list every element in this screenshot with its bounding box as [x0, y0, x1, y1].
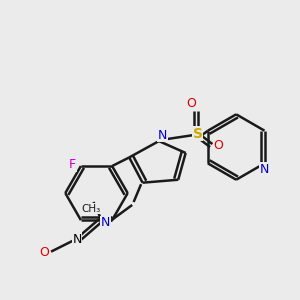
- Text: N: N: [158, 129, 167, 142]
- Text: N: N: [73, 233, 82, 246]
- Text: N: N: [260, 163, 269, 176]
- Text: F: F: [69, 158, 76, 171]
- Text: O: O: [187, 98, 196, 110]
- Text: O: O: [40, 246, 50, 259]
- Text: CH₃: CH₃: [81, 204, 100, 214]
- Text: S: S: [193, 127, 202, 141]
- Text: N: N: [101, 216, 110, 229]
- Text: O: O: [213, 139, 223, 152]
